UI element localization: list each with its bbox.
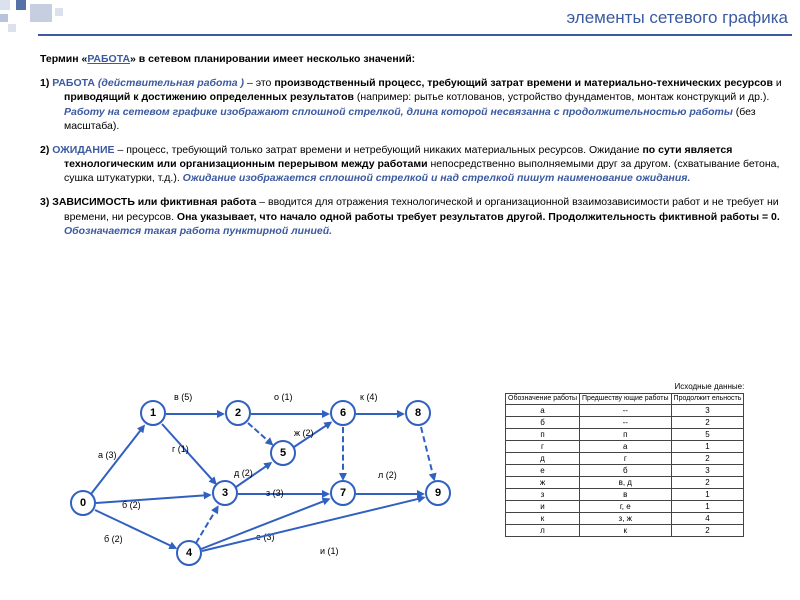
table-cell: з: [506, 488, 580, 500]
table-row: кз, ж4: [506, 512, 744, 524]
network-diagram: а (3)б (2)б (2)в (5)г (1)д (2)з (3)е (3)…: [60, 382, 475, 562]
graph-edge-label: а (3): [98, 450, 117, 460]
graph-edge: [342, 427, 344, 479]
table-cell: к: [580, 524, 672, 536]
table-cell: д: [506, 452, 580, 464]
graph-node: 1: [140, 400, 166, 426]
graph-edge-label: л (2): [378, 470, 397, 480]
table-cell: п: [580, 428, 672, 440]
table-cell: в, д: [580, 476, 672, 488]
table-cell: ж: [506, 476, 580, 488]
graph-edge-label: к (4): [360, 392, 377, 402]
table-cell: --: [580, 404, 672, 416]
bottom-area: а (3)б (2)б (2)в (5)г (1)д (2)з (3)е (3)…: [60, 382, 788, 562]
table-cell: в: [580, 488, 672, 500]
table-cell: г, е: [580, 500, 672, 512]
table-header: Обозначение работы: [506, 394, 580, 405]
table-cell: 2: [671, 524, 744, 536]
graph-node: 3: [212, 480, 238, 506]
table-cell: 3: [671, 404, 744, 416]
graph-edge-label: б (2): [122, 500, 141, 510]
table-row: пп5: [506, 428, 744, 440]
graph-edge: [166, 413, 223, 415]
graph-node: 7: [330, 480, 356, 506]
graph-node: 4: [176, 540, 202, 566]
table-cell: б: [506, 416, 580, 428]
header-rule: [38, 34, 792, 36]
graph-node: 9: [425, 480, 451, 506]
graph-edge: [247, 422, 272, 445]
table-cell: 2: [671, 476, 744, 488]
graph-edge: [195, 506, 218, 543]
graph-edge: [96, 494, 210, 504]
graph-edge: [356, 413, 403, 415]
table-cell: б: [580, 464, 672, 476]
graph-node: 2: [225, 400, 251, 426]
table-row: га1: [506, 440, 744, 452]
table-cell: г: [506, 440, 580, 452]
intro-line: Термин «РАБОТА» в сетевом планировании и…: [40, 52, 786, 66]
header-decoration: [0, 0, 120, 50]
table-cell: 1: [671, 500, 744, 512]
table-row: дг2: [506, 452, 744, 464]
table-row: зв1: [506, 488, 744, 500]
graph-node: 0: [70, 490, 96, 516]
graph-node: 8: [405, 400, 431, 426]
graph-edge-label: о (1): [274, 392, 293, 402]
table-cell: е: [506, 464, 580, 476]
slide-title: элементы сетевого графика: [566, 8, 788, 28]
table-cell: 2: [671, 416, 744, 428]
table-row: жв, д2: [506, 476, 744, 488]
graph-edge-label: и (1): [320, 546, 339, 556]
table-row: б--2: [506, 416, 744, 428]
graph-edge-label: г (1): [172, 444, 189, 454]
graph-edge-label: в (5): [174, 392, 192, 402]
table-row: еб3: [506, 464, 744, 476]
table-cell: --: [580, 416, 672, 428]
graph-edge: [356, 493, 423, 495]
table-cell: а: [506, 404, 580, 416]
table-cell: г: [580, 452, 672, 464]
table-cell: 1: [671, 440, 744, 452]
graph-node: 6: [330, 400, 356, 426]
table-cell: з, ж: [580, 512, 672, 524]
table-row: иг, е1: [506, 500, 744, 512]
table-cell: 1: [671, 488, 744, 500]
definition-2: 2) ОЖИДАНИЕ – процесс, требующий только …: [40, 143, 786, 186]
definition-1: 1) РАБОТА (действительная работа ) – это…: [40, 76, 786, 133]
graph-node: 5: [270, 440, 296, 466]
table-row: а--3: [506, 404, 744, 416]
graph-edge: [420, 426, 435, 479]
table-title: Исходные данные:: [505, 382, 744, 391]
table-cell: 2: [671, 452, 744, 464]
graph-edge: [251, 413, 328, 415]
graph-edge-label: з (3): [266, 488, 284, 498]
table-cell: 4: [671, 512, 744, 524]
slide-content: Термин «РАБОТА» в сетевом планировании и…: [40, 52, 786, 248]
table-cell: л: [506, 524, 580, 536]
definition-3: 3) ЗАВИСИМОСТЬ или фиктивная работа – вв…: [40, 195, 786, 238]
graph-edge-label: ж (2): [294, 428, 314, 438]
graph-edge-label: д (2): [234, 468, 253, 478]
table-header: Продолжит ельность: [671, 394, 744, 405]
graph-edge-label: б (2): [104, 534, 123, 544]
table-cell: 3: [671, 464, 744, 476]
data-table-area: Исходные данные: Обозначение работыПредш…: [505, 382, 744, 562]
table-cell: п: [506, 428, 580, 440]
table-cell: к: [506, 512, 580, 524]
table-header: Предшеству ющие работы: [580, 394, 672, 405]
table-cell: а: [580, 440, 672, 452]
table-cell: 5: [671, 428, 744, 440]
data-table: Обозначение работыПредшеству ющие работы…: [505, 393, 744, 537]
table-cell: и: [506, 500, 580, 512]
table-row: лк2: [506, 524, 744, 536]
